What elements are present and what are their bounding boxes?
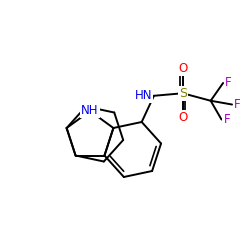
Text: HN: HN <box>134 89 152 102</box>
Text: NH: NH <box>81 104 99 117</box>
Text: F: F <box>225 76 232 90</box>
Text: O: O <box>178 62 187 75</box>
Text: F: F <box>224 113 230 126</box>
Text: O: O <box>178 111 187 124</box>
Text: F: F <box>234 98 240 111</box>
Text: S: S <box>179 87 187 100</box>
